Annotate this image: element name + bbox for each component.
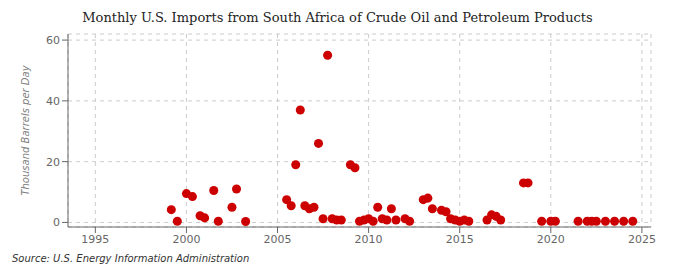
svg-text:20: 20 xyxy=(46,156,60,169)
svg-text:60: 60 xyxy=(46,34,60,47)
svg-text:2020: 2020 xyxy=(537,233,565,246)
svg-text:1995: 1995 xyxy=(81,233,109,246)
svg-text:40: 40 xyxy=(46,95,60,108)
svg-text:2015: 2015 xyxy=(446,233,474,246)
html-text:Monthly U.S. Imports from Sout: Monthly U.S. Imports from South Africa o… xyxy=(82,10,593,25)
svg-text:2025: 2025 xyxy=(628,233,656,246)
svg-text:0: 0 xyxy=(53,216,60,229)
svg-text:2000: 2000 xyxy=(172,233,200,246)
html-text:Source: U.S. Energy Informatio: Source: U.S. Energy Information Administ… xyxy=(12,253,250,264)
svg-text:2010: 2010 xyxy=(355,233,383,246)
svg-text:Thousand Barrels per Day: Thousand Barrels per Day xyxy=(20,64,31,195)
svg-text:2005: 2005 xyxy=(264,233,292,246)
